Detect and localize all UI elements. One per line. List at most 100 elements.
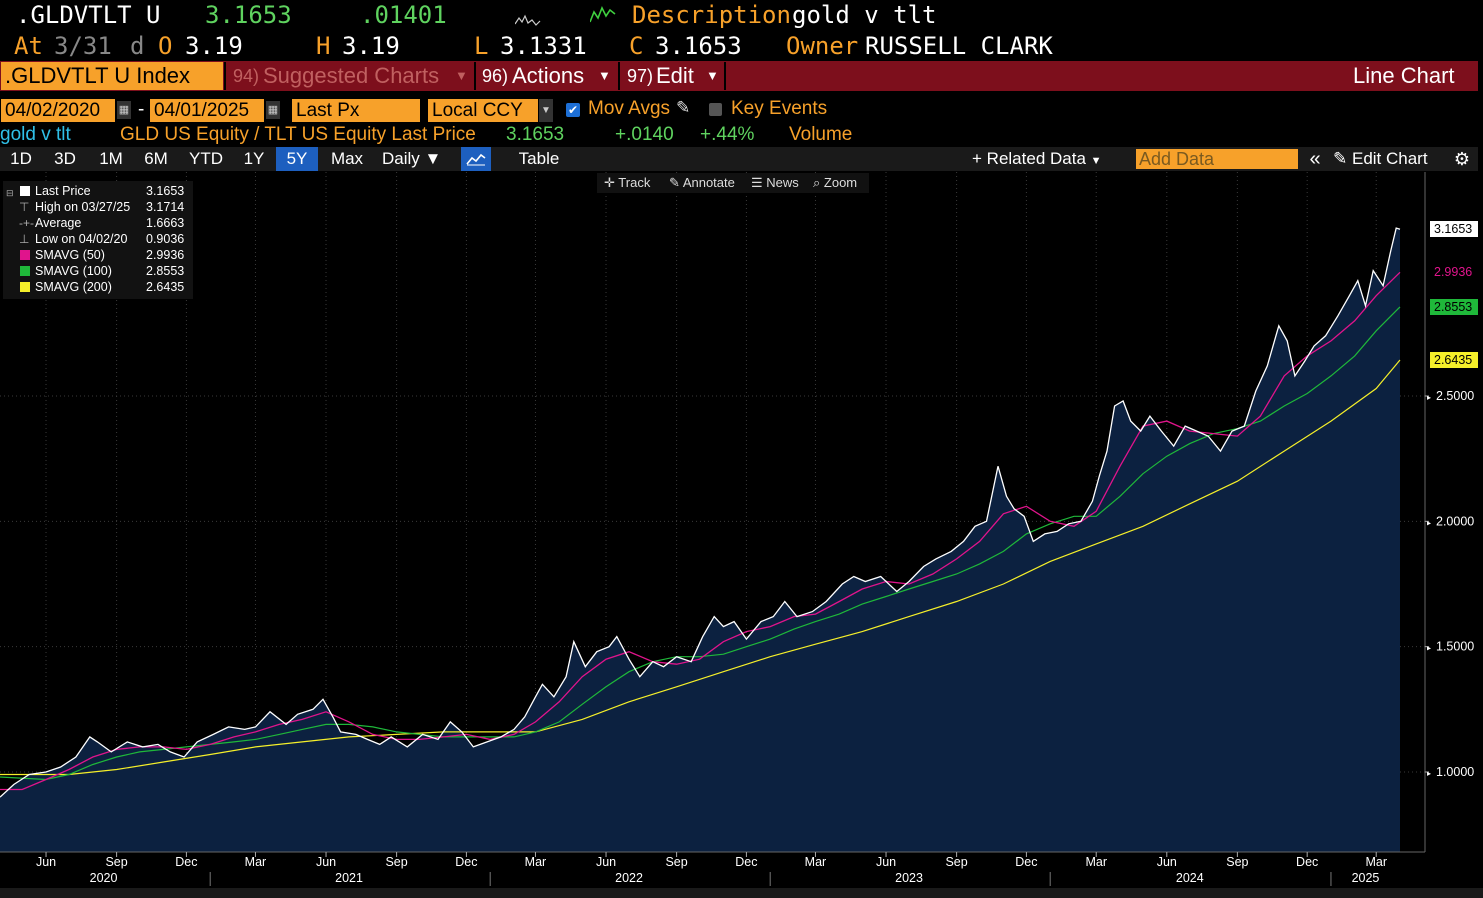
actions-button[interactable]: Actions (512, 63, 585, 88)
x-tick-label: Jun (596, 855, 616, 869)
legend-label: SMAVG (100) (35, 264, 112, 278)
edit-chart-button[interactable]: ✎ Edit Chart (1333, 147, 1443, 171)
period-6m[interactable]: 6M (144, 149, 168, 168)
at-value: 3/31 (54, 32, 112, 60)
y-tick-arrow-icon: ▸ (1427, 393, 1431, 402)
high-value: 3.19 (342, 32, 400, 60)
x-tick-label: Mar (1085, 855, 1107, 869)
currency-select[interactable]: Local CCY (428, 99, 538, 122)
smavg-200-tag: 2.6435 (1430, 352, 1478, 369)
last-price-line (0, 227, 1401, 798)
add-data-input[interactable]: Add Data (1136, 149, 1298, 169)
pencil-icon[interactable]: ✎ (676, 98, 691, 117)
legend-smavg-200[interactable]: SMAVG (200) 2.6435 (3, 279, 193, 295)
owner-label: Owner (786, 32, 859, 60)
mov-avgs-checkbox[interactable]: ✔ (566, 103, 580, 117)
related-data-button[interactable]: + Related Data ▼ (972, 147, 1117, 171)
bottom-scroll-strip[interactable] (0, 888, 1483, 898)
low-value: 3.1331 (500, 32, 587, 60)
chevron-down-icon: ▼ (706, 68, 719, 83)
legend-last-price[interactable]: ⊟ Last Price 3.1653 (3, 183, 193, 199)
legend-average: -+- Average 1.6663 (3, 215, 193, 231)
legend-value: 2.9936 (146, 248, 185, 262)
x-tick-label: Dec (735, 855, 757, 869)
smavg-200-line (0, 359, 1401, 776)
info-last-value: 3.1653 (506, 124, 565, 145)
price-chart[interactable]: 1.0000 ▸ 1.5000 ▸ 2.0000 ▸ 2.5000 ▸ Jun Sep Dec Ma… (0, 172, 1483, 898)
legend-label: SMAVG (200) (35, 280, 112, 294)
chevron-down-icon: ▼ (424, 149, 442, 168)
period-5y[interactable]: 5Y (276, 147, 318, 171)
high-label: H (316, 32, 331, 60)
smavg-50-line (0, 271, 1401, 791)
news-label: News (766, 175, 799, 190)
sparkline-icon (515, 14, 541, 26)
y-tick-label: 2.5000 (1436, 389, 1474, 403)
chart-tools-bar (597, 173, 869, 193)
legend-label: High on 03/27/25 (35, 200, 131, 214)
annotate-tool[interactable]: ✎ Annotate (669, 173, 735, 193)
smavg-100-tag: 2.8553 (1430, 298, 1478, 315)
legend-value: 3.1714 (146, 200, 185, 214)
period-max[interactable]: Max (330, 149, 364, 168)
period-1m[interactable]: 1M (99, 149, 123, 168)
legend-swatch (20, 266, 30, 276)
x-tick-label: Sep (665, 855, 687, 869)
y-tick-arrow-icon: ▸ (1427, 644, 1431, 653)
menu-bar (0, 61, 1478, 91)
track-tool[interactable]: ✛ Track (604, 173, 650, 193)
x-year-label: 2022 (615, 871, 643, 885)
x-tick-label: Sep (1226, 855, 1248, 869)
x-tick-label: Jun (36, 855, 56, 869)
legend-value: 2.8553 (146, 264, 185, 278)
y-tick-label: 2.0000 (1436, 514, 1474, 528)
legend-high: ⊤ High on 03/27/25 3.1714 (3, 199, 193, 215)
price-area (0, 228, 1400, 853)
x-year-label: 2025 (1352, 871, 1380, 885)
suggested-charts-button[interactable]: Suggested Charts (263, 63, 440, 88)
chevron-down-icon: ▼ (1090, 155, 1102, 167)
field-select[interactable]: Last Px (292, 99, 420, 122)
key-events-checkbox[interactable] (709, 103, 722, 116)
chart-name: gold v tlt (0, 124, 71, 145)
period-ytd[interactable]: YTD (189, 149, 223, 168)
legend-label: Last Price (35, 184, 91, 198)
period-1y[interactable]: 1Y (243, 149, 265, 168)
d-label: d (130, 32, 145, 60)
magnifier-icon: ⌕ (813, 175, 821, 190)
x-tick-label: Sep (385, 855, 407, 869)
start-date-input[interactable]: 04/02/2020 (1, 99, 115, 122)
end-date-input[interactable]: 04/01/2025 (150, 99, 264, 122)
open-value: 3.19 (185, 32, 243, 60)
legend-label: Low on 04/02/20 (35, 232, 128, 246)
period-3d[interactable]: 3D (54, 149, 76, 168)
collapse-icon: ⊟ (6, 188, 14, 198)
legend-value: 1.6663 (146, 216, 185, 230)
legend-swatch (20, 250, 30, 260)
security-index-field[interactable]: .GLDVTLT U Index (1, 62, 223, 90)
suggested-charts-number: 94) (233, 66, 260, 86)
collapse-icon[interactable]: « (1309, 148, 1321, 170)
edit-button[interactable]: Edit (656, 63, 694, 88)
frequency-select[interactable]: Daily ▼ (376, 147, 450, 171)
gear-icon[interactable]: ⚙ (1453, 149, 1471, 169)
zoom-tool[interactable]: ⌕ Zoom (813, 173, 857, 193)
chart-legend: ⊟ Last Price 3.1653 ⊤ High on 03/27/25 3.171… (3, 181, 193, 299)
chart-launch-icon[interactable] (590, 4, 616, 24)
legend-value: 3.1653 (146, 184, 185, 198)
chevron-down-icon: ▼ (598, 68, 611, 83)
y-tick-arrow-icon: ▸ (1427, 518, 1431, 527)
smavg-50-tag: 2.9936 (1430, 264, 1478, 281)
volume-label[interactable]: Volume (789, 124, 853, 145)
calendar-icon[interactable]: ▦ (266, 101, 280, 119)
line-chart-icon[interactable] (461, 147, 491, 171)
chevron-down-icon[interactable]: ▼ (539, 99, 553, 122)
last-price: 3.1653 (205, 1, 292, 29)
table-button[interactable]: Table (518, 149, 560, 168)
chart-type-title: Line Chart (1353, 63, 1455, 88)
period-1d[interactable]: 1D (10, 149, 32, 168)
legend-smavg-50[interactable]: SMAVG (50) 2.9936 (3, 247, 193, 263)
calendar-icon[interactable]: ▦ (117, 101, 131, 119)
legend-smavg-100[interactable]: SMAVG (100) 2.8553 (3, 263, 193, 279)
news-tool[interactable]: ☰ News (751, 173, 799, 193)
